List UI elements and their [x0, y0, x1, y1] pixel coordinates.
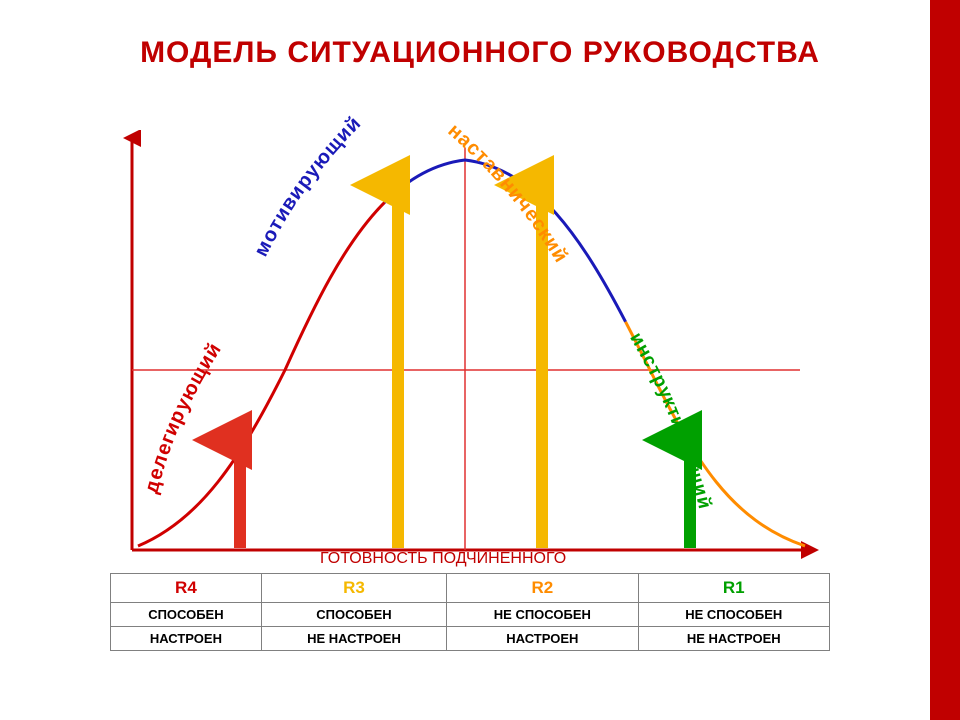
table-header: R2 [447, 574, 638, 603]
readiness-table: R4R3R2R1СПОСОБЕНСПОСОБЕННЕ СПОСОБЕННЕ СП… [110, 573, 830, 651]
table-cell: НАСТРОЕН [111, 627, 262, 651]
table-cell: СПОСОБЕН [261, 603, 446, 627]
page-title: МОДЕЛЬ СИТУАЦИОННОГО РУКОВОДСТВА [0, 0, 960, 70]
table-header: R1 [638, 574, 829, 603]
x-axis-label: ГОТОВНОСТЬ ПОДЧИНЕННОГО [320, 550, 566, 568]
table-cell: НЕ НАСТРОЕН [261, 627, 446, 651]
table-cell: СПОСОБЕН [111, 603, 262, 627]
situational-leadership-chart: делегирующиймотивирующийнаставническийин… [110, 130, 830, 570]
table-cell: НЕ СПОСОБЕН [638, 603, 829, 627]
table-cell: НАСТРОЕН [447, 627, 638, 651]
table-cell: НЕ НАСТРОЕН [638, 627, 829, 651]
table-cell: НЕ СПОСОБЕН [447, 603, 638, 627]
table-header: R3 [261, 574, 446, 603]
side-accent-bar [930, 0, 960, 720]
table-header: R4 [111, 574, 262, 603]
